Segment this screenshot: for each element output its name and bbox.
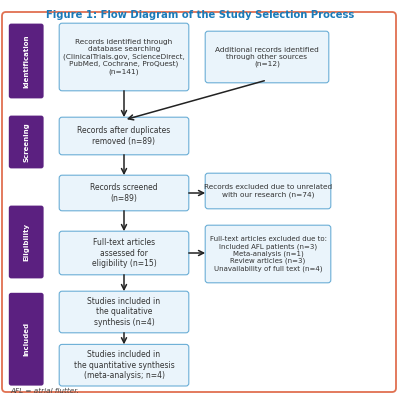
Text: Studies included in
the qualitative
synthesis (n=4): Studies included in the qualitative synt… xyxy=(88,297,160,327)
Text: AFL = atrial flutter.: AFL = atrial flutter. xyxy=(10,388,79,394)
FancyBboxPatch shape xyxy=(59,291,189,333)
FancyBboxPatch shape xyxy=(59,231,189,275)
FancyBboxPatch shape xyxy=(59,175,189,211)
FancyBboxPatch shape xyxy=(205,173,331,209)
Text: Eligibility: Eligibility xyxy=(23,223,29,261)
FancyBboxPatch shape xyxy=(2,12,396,392)
Text: Included: Included xyxy=(23,322,29,356)
Text: Full-text articles
assessed for
eligibility (n=15): Full-text articles assessed for eligibil… xyxy=(92,238,156,268)
FancyBboxPatch shape xyxy=(9,116,44,168)
Text: Full-text articles excluded due to:
Included AFL patients (n=3)
Meta-analysis (n: Full-text articles excluded due to: Incl… xyxy=(210,236,326,272)
FancyBboxPatch shape xyxy=(205,31,329,83)
FancyBboxPatch shape xyxy=(59,344,189,386)
Text: Records screened
(n=89): Records screened (n=89) xyxy=(90,183,158,203)
FancyBboxPatch shape xyxy=(9,293,44,386)
FancyBboxPatch shape xyxy=(59,23,189,91)
Text: Identification: Identification xyxy=(23,34,29,88)
Text: Records after duplicates
removed (n=89): Records after duplicates removed (n=89) xyxy=(77,126,171,146)
Text: Studies included in
the quantitative synthesis
(meta-analysis; n=4): Studies included in the quantitative syn… xyxy=(74,350,174,380)
FancyBboxPatch shape xyxy=(9,24,44,98)
FancyBboxPatch shape xyxy=(9,206,44,278)
FancyBboxPatch shape xyxy=(59,117,189,155)
Text: Records excluded due to unrelated
with our research (n=74): Records excluded due to unrelated with o… xyxy=(204,184,332,198)
FancyBboxPatch shape xyxy=(205,225,331,283)
Text: Additional records identified
through other sources
(n=12): Additional records identified through ot… xyxy=(215,47,319,67)
Text: Records identified through
database searching
(ClinicalTrials.gov, ScienceDirect: Records identified through database sear… xyxy=(63,39,185,75)
Text: Figure 1: Flow Diagram of the Study Selection Process: Figure 1: Flow Diagram of the Study Sele… xyxy=(46,10,354,20)
Text: Screening: Screening xyxy=(23,122,29,162)
